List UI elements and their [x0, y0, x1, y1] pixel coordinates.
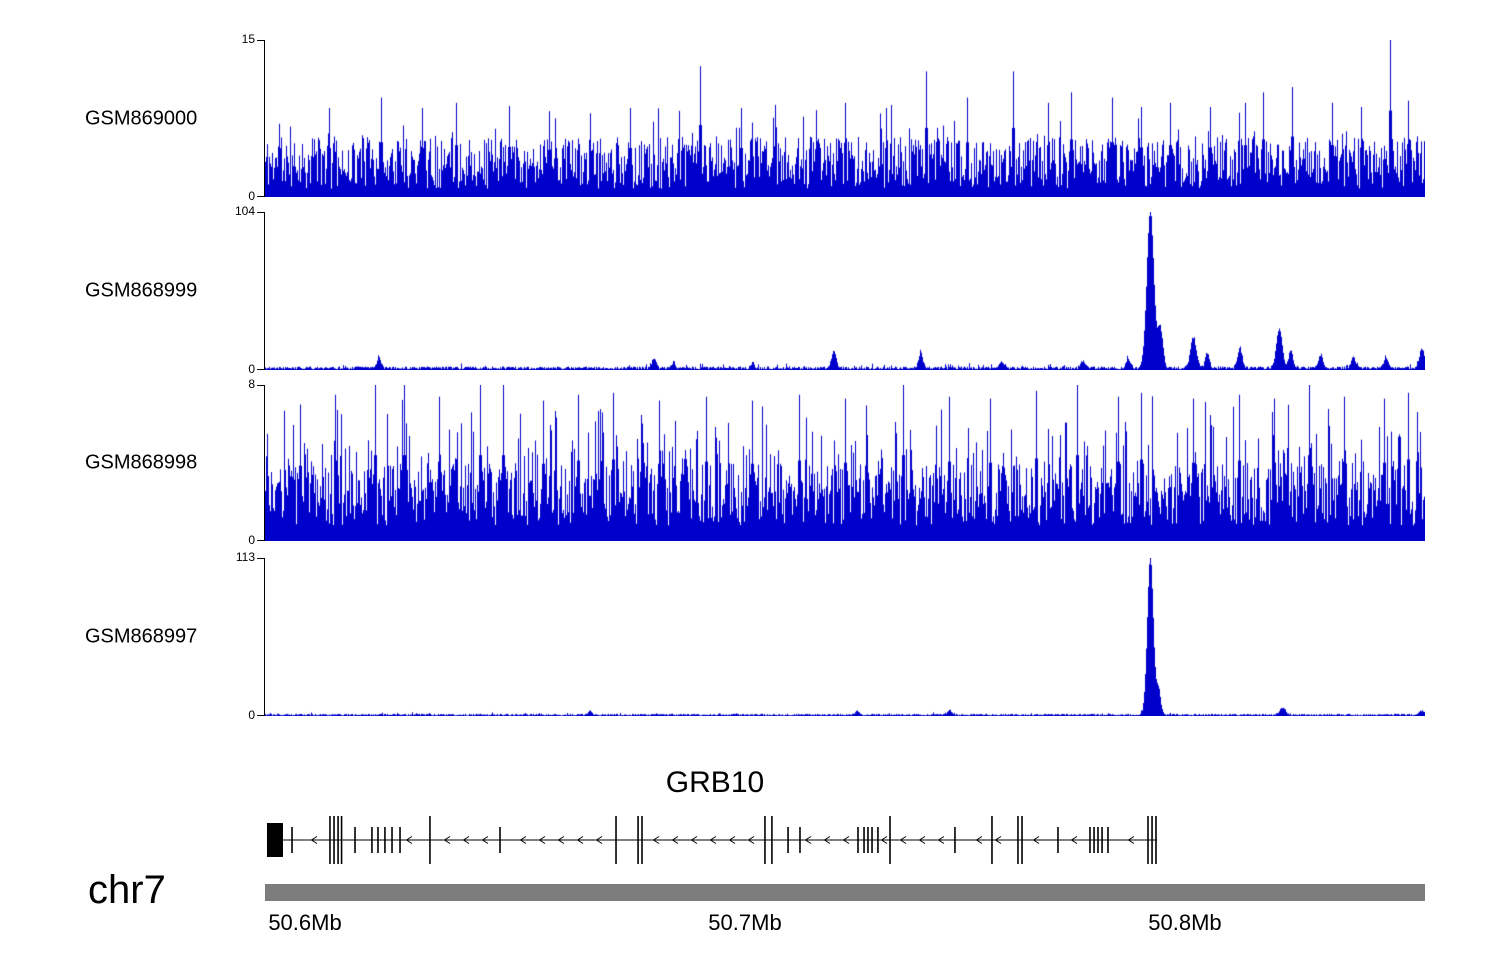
- signal-track-gsm868999: GSM868999 104 0: [0, 205, 1500, 375]
- y-axis-bottom-tick: [257, 540, 265, 541]
- coordinate-tick-label: 50.7Mb: [708, 910, 782, 935]
- track-label: GSM868998: [85, 451, 198, 474]
- y-axis-line: [264, 212, 265, 370]
- y-axis-max-label: 104: [234, 204, 255, 218]
- y-axis-max-label: 15: [241, 32, 255, 46]
- y-axis-top-tick: [257, 385, 265, 386]
- chromosome-label: chr7: [88, 868, 166, 912]
- y-axis-zero-label: 0: [248, 708, 255, 722]
- gene-model: [266, 816, 1158, 864]
- signal-plot: [265, 385, 1425, 541]
- coordinate-tick-label: 50.8Mb: [1148, 910, 1222, 935]
- signal-track-gsm868998: GSM868998 8 0: [0, 378, 1500, 546]
- y-axis-line: [264, 558, 265, 716]
- y-axis-bottom-tick: [257, 196, 265, 197]
- signal-track-gsm869000: GSM869000 15 0: [0, 33, 1500, 202]
- y-axis-zero-label: 0: [248, 533, 255, 547]
- signal-plot: [265, 212, 1425, 370]
- signal-plot: [265, 558, 1425, 716]
- y-axis-line: [264, 385, 265, 541]
- coordinate-tick-label: 50.6Mb: [268, 910, 342, 935]
- y-axis-zero-label: 0: [248, 189, 255, 203]
- y-axis-top-tick: [257, 558, 265, 559]
- y-axis-max-label: 113: [235, 550, 255, 564]
- track-label: GSM869000: [85, 107, 198, 129]
- gene-name-label: GRB10: [665, 766, 765, 799]
- signal-plot: [265, 40, 1425, 197]
- y-axis-max-label: 8: [248, 377, 255, 391]
- track-label: GSM868997: [85, 625, 198, 648]
- y-axis-zero-label: 0: [248, 362, 255, 376]
- y-axis-top-tick: [257, 212, 265, 213]
- signal-track-gsm868997: GSM868997 113 0: [0, 551, 1500, 721]
- y-axis-bottom-tick: [257, 369, 265, 370]
- chromosome-bar: [265, 884, 1425, 901]
- track-label: GSM868999: [85, 279, 198, 302]
- y-axis-line: [264, 40, 265, 197]
- y-axis-top-tick: [257, 40, 265, 41]
- y-axis-bottom-tick: [257, 715, 265, 716]
